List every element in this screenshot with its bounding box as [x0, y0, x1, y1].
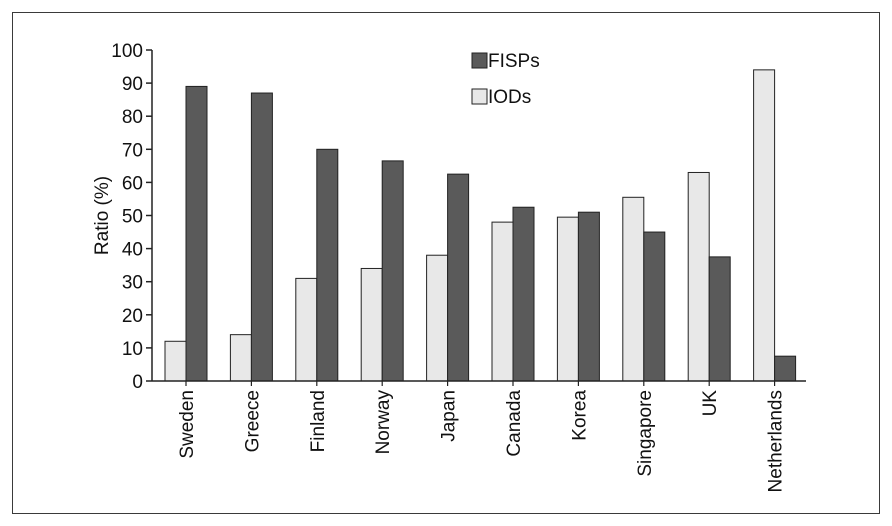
y-tick-label: 30	[122, 273, 143, 294]
bar-iods-norway	[360, 267, 383, 382]
bar-fisps-japan	[447, 173, 470, 382]
x-tick-label-japan: Japan	[439, 390, 460, 442]
x-tick-label-singapore: Singapore	[635, 390, 656, 477]
bar-fisps-finland	[316, 148, 339, 382]
y-tick-label: 0	[132, 372, 143, 393]
bar-fisps-canada	[512, 206, 535, 382]
bar-iods-greece	[229, 334, 252, 382]
y-tick-label: 10	[122, 339, 143, 360]
bar-fisps-singapore	[643, 231, 666, 382]
legend-label-iods: IODs	[488, 87, 531, 108]
bar-fisps-norway	[381, 160, 404, 382]
bar-fisps-netherlands	[774, 355, 797, 382]
bar-iods-sweden	[164, 340, 187, 382]
bar-iods-canada	[491, 221, 514, 382]
y-axis-ticks: 0 10 20 30 40 50 60 70 80 90 100	[111, 41, 152, 393]
x-tick-label-korea: Korea	[569, 390, 590, 441]
bar-iods-uk	[687, 171, 710, 382]
y-axis-title: Ratio (%)	[92, 176, 113, 255]
y-tick-label: 20	[122, 306, 143, 327]
x-tick-label-norway: Norway	[373, 390, 394, 455]
y-tick-label: 50	[122, 207, 143, 228]
y-tick-label: 100	[111, 41, 143, 62]
bar-fisps-greece	[250, 92, 273, 382]
bar-fisps-uk	[708, 256, 731, 382]
y-tick-label: 60	[122, 173, 143, 194]
legend: FISPs IODs	[471, 51, 540, 108]
y-tick-label: 70	[122, 140, 143, 161]
x-tick-label-netherlands: Netherlands	[766, 390, 787, 492]
bar-iods-korea	[556, 216, 579, 382]
bar-fisps-sweden	[185, 85, 208, 382]
x-tick-label-greece: Greece	[242, 390, 263, 452]
y-tick-label: 90	[122, 74, 143, 95]
bar-iods-finland	[295, 277, 318, 382]
x-axis-labels: Sweden Greece Finland Norway Japan Canada Kore…	[177, 381, 787, 492]
bars	[164, 69, 797, 382]
bar-iods-netherlands	[753, 69, 776, 382]
y-tick-label: 40	[122, 240, 143, 261]
y-tick-label: 80	[122, 107, 143, 128]
bar-iods-singapore	[622, 196, 645, 382]
legend-swatch-fisps	[471, 52, 488, 69]
legend-label-fisps: FISPs	[488, 51, 540, 72]
x-tick-label-finland: Finland	[308, 390, 329, 452]
bar-iods-japan	[426, 254, 449, 382]
x-tick-label-sweden: Sweden	[177, 390, 198, 459]
bar-fisps-korea	[577, 211, 600, 382]
x-tick-label-uk: UK	[700, 390, 721, 417]
legend-swatch-iods	[471, 88, 488, 105]
x-tick-label-canada: Canada	[504, 390, 525, 457]
